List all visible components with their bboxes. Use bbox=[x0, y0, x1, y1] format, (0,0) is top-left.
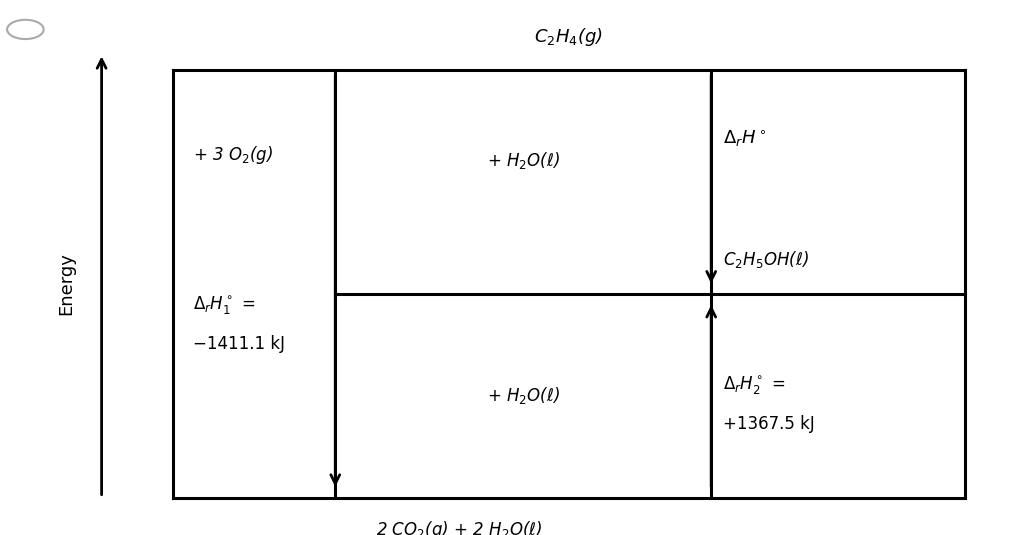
Text: $\Delta_r H^\circ$: $\Delta_r H^\circ$ bbox=[723, 129, 767, 149]
Text: + H$_2$O($\ell$): + H$_2$O($\ell$) bbox=[487, 150, 560, 171]
Text: $\Delta_r H^\circ_2$ =: $\Delta_r H^\circ_2$ = bbox=[723, 374, 785, 396]
Text: + H$_2$O($\ell$): + H$_2$O($\ell$) bbox=[487, 385, 560, 407]
Text: + 3 O$_2$(g): + 3 O$_2$(g) bbox=[193, 144, 273, 166]
Text: $\Delta_r H^\circ_1$ =: $\Delta_r H^\circ_1$ = bbox=[193, 294, 255, 316]
Text: −1411.1 kJ: −1411.1 kJ bbox=[193, 335, 285, 353]
Text: +1367.5 kJ: +1367.5 kJ bbox=[723, 415, 815, 433]
Text: C$_2$H$_5$OH($\ell$): C$_2$H$_5$OH($\ell$) bbox=[723, 249, 810, 270]
Text: Energy: Energy bbox=[57, 252, 75, 315]
Text: 2 CO$_2$(g) + 2 H$_2$O($\ell$): 2 CO$_2$(g) + 2 H$_2$O($\ell$) bbox=[376, 519, 543, 535]
Text: C$_2$H$_4$(g): C$_2$H$_4$(g) bbox=[534, 26, 604, 48]
